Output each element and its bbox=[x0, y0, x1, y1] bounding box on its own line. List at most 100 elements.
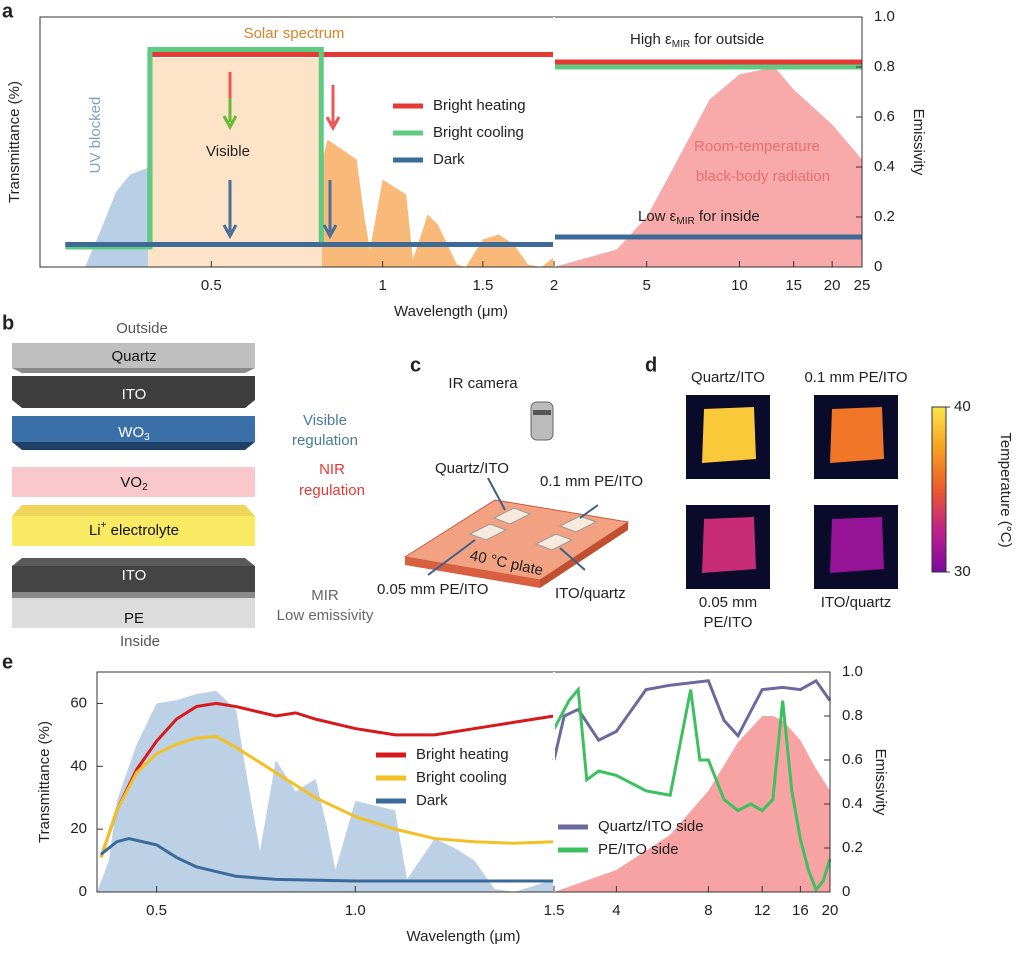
arrows bbox=[222, 72, 341, 240]
y-axis-label: Transmittance (%) bbox=[6, 81, 23, 203]
legend-label: PE/ITO side bbox=[598, 841, 679, 858]
layer bbox=[12, 467, 255, 497]
plot: Bright heating Bright cooling Dark Quartz/I… bbox=[36, 663, 889, 945]
layer-label: Li+ electrolyte bbox=[89, 520, 179, 539]
sample bbox=[558, 515, 598, 533]
camera-band bbox=[533, 410, 551, 415]
y-axis-label: Transmittance (%) bbox=[36, 721, 53, 843]
arrow-head bbox=[222, 224, 238, 240]
x-tick-label: 1.0 bbox=[345, 902, 366, 919]
label: 0.1 mm PE/ITO bbox=[540, 473, 643, 490]
visible-region bbox=[148, 58, 322, 267]
arrow-head bbox=[222, 115, 238, 131]
y2-tick-label: 0.6 bbox=[842, 751, 863, 768]
setup bbox=[403, 401, 630, 588]
y2-tick-label: 0.4 bbox=[874, 158, 895, 175]
layer-edge bbox=[12, 558, 255, 566]
image-label: Quartz/ITO bbox=[691, 369, 765, 386]
image-label: 0.1 mm PE/ITO bbox=[804, 369, 907, 386]
layer-label-part: ITO bbox=[122, 386, 147, 403]
x-tick-label: 5 bbox=[643, 277, 651, 294]
area bbox=[85, 167, 150, 267]
x-tick-label: 8 bbox=[704, 902, 712, 919]
x-tick-label: 12 bbox=[754, 902, 771, 919]
plate-side bbox=[405, 557, 540, 588]
layer-label: Quartz bbox=[111, 348, 156, 365]
area bbox=[554, 67, 862, 267]
legend-label: Bright heating bbox=[433, 97, 526, 114]
annotation: UV blocked bbox=[87, 97, 104, 174]
note: Low emissivity bbox=[277, 607, 374, 624]
thermal-sample bbox=[830, 517, 884, 573]
annotation: Low εMIR for inside bbox=[638, 208, 760, 227]
plot: Bright heating Bright cooling Dark 0.5 1 1.5 2… bbox=[6, 8, 927, 320]
annotation-part: MIR bbox=[676, 216, 694, 227]
camera bbox=[530, 401, 554, 441]
plate-side bbox=[540, 522, 628, 588]
x-tick-label: 1.5 bbox=[544, 902, 565, 919]
layer-edge bbox=[12, 442, 255, 450]
colorbar bbox=[931, 406, 947, 573]
panel-label: e bbox=[2, 651, 13, 673]
area bbox=[97, 690, 554, 892]
y2-axis-label: Emissivity bbox=[872, 749, 889, 816]
panel-label: d bbox=[645, 354, 657, 376]
thermal-sample bbox=[702, 407, 756, 463]
x-tick-label: 16 bbox=[792, 902, 809, 919]
pointer bbox=[579, 504, 599, 519]
annotation: black-body radiation bbox=[696, 168, 830, 185]
line bbox=[552, 685, 832, 893]
y2-tick-label: 0.6 bbox=[874, 108, 895, 125]
colorbar-label: Temperature (°C) bbox=[997, 432, 1014, 547]
pointer bbox=[559, 547, 586, 571]
panel-label: c bbox=[410, 354, 421, 376]
x-tick-label: 4 bbox=[612, 902, 620, 919]
label: Quartz/ITO bbox=[435, 460, 509, 477]
image-label: ITO/quartz bbox=[821, 594, 892, 611]
layer-edge bbox=[12, 368, 255, 373]
annotation: Room-temperature bbox=[694, 138, 820, 155]
y2-tick-label: 1.0 bbox=[874, 8, 895, 25]
layer-label: ITO bbox=[122, 567, 147, 584]
x-axis-label: Wavelength (μm) bbox=[394, 303, 508, 320]
y2-tick-label: 0.8 bbox=[842, 707, 863, 724]
layer-label-part: 3 bbox=[144, 432, 150, 443]
y-tick-label: 40 bbox=[70, 757, 87, 774]
y2-tick-label: 0 bbox=[874, 258, 882, 275]
annotation-part: for outside bbox=[690, 31, 764, 48]
layer-label-part: 2 bbox=[142, 482, 148, 493]
sample bbox=[492, 507, 532, 525]
x-tick-label: 1.5 bbox=[472, 277, 493, 294]
arrow-head bbox=[322, 224, 338, 240]
thermal-sample bbox=[702, 517, 756, 573]
layer bbox=[12, 416, 255, 442]
legend-label: Bright heating bbox=[416, 746, 509, 763]
label: ITO/quartz bbox=[555, 585, 626, 602]
layer-label: ITO bbox=[122, 386, 147, 403]
x-tick-label: 10 bbox=[731, 277, 748, 294]
layer-edge bbox=[12, 592, 255, 598]
y2-tick-label: 0.8 bbox=[874, 58, 895, 75]
legend-label: Dark bbox=[433, 151, 465, 168]
layer-label-part: Quartz bbox=[111, 348, 156, 365]
layer-label: PE bbox=[124, 610, 144, 627]
layer-label-part: + bbox=[101, 520, 107, 531]
legend-label: Quartz/ITO side bbox=[598, 818, 704, 835]
legend-label: Dark bbox=[416, 792, 448, 809]
layer bbox=[12, 566, 255, 592]
y2-tick-label: 0.2 bbox=[842, 839, 863, 856]
layer bbox=[12, 598, 255, 628]
y-tick-label: 60 bbox=[70, 694, 87, 711]
x-tick-label: 20 bbox=[822, 902, 839, 919]
image-label: PE/ITO bbox=[704, 614, 753, 631]
annotation-part: High ε bbox=[630, 31, 672, 48]
layer bbox=[12, 516, 255, 546]
arrow-head bbox=[325, 116, 341, 132]
x-tick-label: 0.5 bbox=[146, 902, 167, 919]
annotation-part: MIR bbox=[672, 39, 690, 50]
y-tick-label: 20 bbox=[70, 820, 87, 837]
label: 0.05 mm PE/ITO bbox=[377, 581, 488, 598]
layer bbox=[12, 376, 255, 408]
y2-tick-label: 0 bbox=[842, 883, 850, 900]
